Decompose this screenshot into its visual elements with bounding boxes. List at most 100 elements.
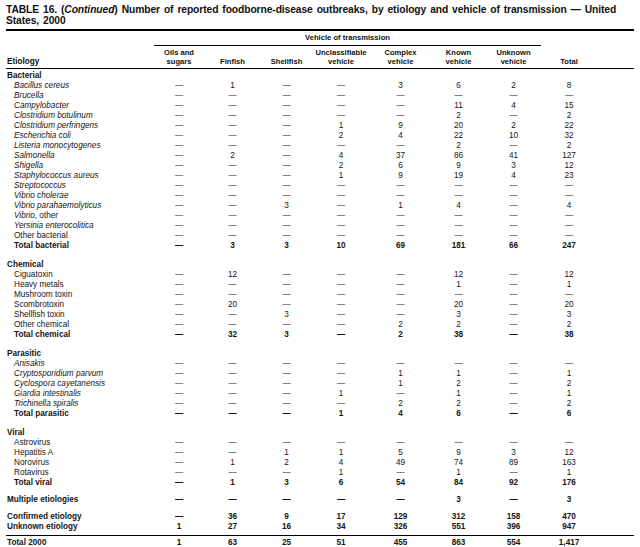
cell-value <box>312 69 370 82</box>
cell-value: 32 <box>204 330 261 340</box>
row-right-spacer <box>597 121 634 131</box>
etiology-label: Clostridium botulinum <box>6 111 154 121</box>
cell-value: 27 <box>204 522 261 532</box>
cell-value: — <box>370 468 431 478</box>
cell-value: 947 <box>541 522 597 532</box>
cell-value: — <box>154 438 204 448</box>
cell-value: 6 <box>370 161 431 171</box>
cell-value: — <box>261 369 312 379</box>
etiology-label: Other chemical <box>6 320 154 330</box>
spacer-row <box>6 340 634 347</box>
etiology-label: Unknown etiology <box>6 522 154 532</box>
table-row: Heavy metals—————1—1 <box>6 280 634 290</box>
etiology-label: Staphylococcus aureus <box>6 171 154 181</box>
cell-value: — <box>154 121 204 131</box>
cell-value: 2 <box>370 320 431 330</box>
cell-value: 2 <box>312 131 370 141</box>
row-right-spacer <box>597 201 634 211</box>
cell-value <box>261 347 312 359</box>
table-row: Anisakis———————— <box>6 359 634 369</box>
table-row: Yersinia enterocolitica———————— <box>6 221 634 231</box>
cell-value: 4 <box>312 458 370 468</box>
etiology-label: Shellfish toxin <box>6 310 154 320</box>
cell-value: — <box>154 211 204 221</box>
cell-value: 9 <box>431 448 486 458</box>
cell-value: 1 <box>312 468 370 478</box>
cell-value: 10 <box>312 241 370 251</box>
cell-value: — <box>261 290 312 300</box>
cell-value: 89 <box>486 458 541 468</box>
cell-value: 2 <box>312 161 370 171</box>
cell-value: 9 <box>370 171 431 181</box>
cell-value: 3 <box>486 448 541 458</box>
cell-value: — <box>312 320 370 330</box>
cell-value: 20 <box>204 300 261 310</box>
cell-value: — <box>204 131 261 141</box>
cell-value <box>370 426 431 438</box>
cell-value: — <box>154 270 204 280</box>
etiology-label: Brucella <box>6 91 154 101</box>
cell-value <box>312 426 370 438</box>
cell-value: — <box>431 359 486 369</box>
cell-value: — <box>312 181 370 191</box>
cell-value: — <box>370 359 431 369</box>
column-header-finfish: Finfish <box>204 45 261 69</box>
spacer-row <box>6 505 634 512</box>
table-title-continued: Continued <box>64 4 114 15</box>
cell-value: — <box>312 111 370 121</box>
table-title: TABLE 16. (Continued) Number of reported… <box>6 4 634 26</box>
cell-value: — <box>261 379 312 389</box>
cell-value: — <box>486 495 541 505</box>
cell-value: — <box>154 280 204 290</box>
cell-value: — <box>370 389 431 399</box>
cell-value: 22 <box>541 121 597 131</box>
cell-value: 4 <box>541 201 597 211</box>
cell-value <box>204 258 261 270</box>
cell-value: — <box>261 221 312 231</box>
cell-value: 1 <box>370 201 431 211</box>
cell-value: — <box>486 211 541 221</box>
column-header-complex-vehicle: Complex vehicle <box>370 45 431 69</box>
cell-value: — <box>154 512 204 522</box>
etiology-label: Trichinella spiralis <box>6 399 154 409</box>
cell-value: — <box>261 495 312 505</box>
cell-value: — <box>204 121 261 131</box>
cell-value: — <box>486 468 541 478</box>
row-right-spacer <box>597 101 634 111</box>
cell-value <box>204 347 261 359</box>
cell-value: — <box>312 359 370 369</box>
cell-value: 863 <box>431 536 486 547</box>
cell-value: — <box>154 161 204 171</box>
cell-value: — <box>261 111 312 121</box>
cell-value: — <box>486 330 541 340</box>
cell-value: — <box>312 290 370 300</box>
column-header-known-vehicle: Known vehicle <box>431 45 486 69</box>
cell-value: 38 <box>431 330 486 340</box>
cell-value <box>261 258 312 270</box>
cell-value <box>486 258 541 270</box>
cell-value: 2 <box>541 379 597 389</box>
cell-value: — <box>541 221 597 231</box>
table-row: Bacillus cereus—1——3628 <box>6 81 634 91</box>
cell-value: 22 <box>431 131 486 141</box>
row-right-spacer <box>597 191 634 201</box>
cell-value: — <box>541 191 597 201</box>
cell-value: 1 <box>431 389 486 399</box>
cell-value: — <box>261 141 312 151</box>
cell-value: — <box>204 231 261 241</box>
cell-value: — <box>486 359 541 369</box>
etiology-column-header: Etiology <box>6 45 154 69</box>
row-right-spacer <box>597 69 634 82</box>
cell-value: 1,417 <box>541 536 597 547</box>
cell-value: — <box>370 290 431 300</box>
cell-value: 11 <box>431 101 486 111</box>
cell-value: — <box>261 211 312 221</box>
cell-value: — <box>431 231 486 241</box>
row-right-spacer <box>597 468 634 478</box>
cell-value: — <box>431 221 486 231</box>
cell-value: — <box>370 280 431 290</box>
cell-value: — <box>154 131 204 141</box>
cell-value: — <box>312 310 370 320</box>
cell-value: 3 <box>370 81 431 91</box>
cell-value: 17 <box>312 512 370 522</box>
